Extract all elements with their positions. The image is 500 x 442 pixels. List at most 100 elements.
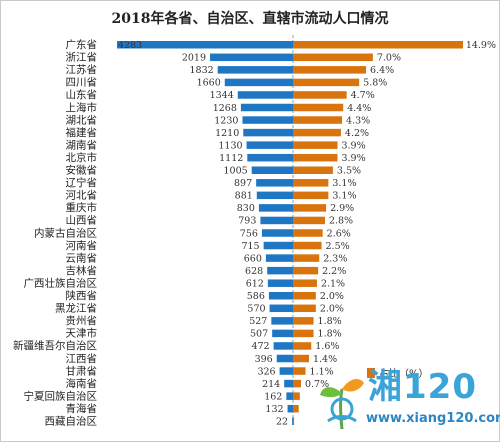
percent-label: 4.3% <box>346 115 370 126</box>
value-label: 756 <box>240 228 258 239</box>
category-label: 湖北省 <box>66 113 98 126</box>
chart-title: 2018年各省、自治区、直辖市流动人口情况 <box>112 10 389 27</box>
percent-label: 2.0% <box>320 291 344 302</box>
category-label: 江苏省 <box>66 63 98 76</box>
population-bar <box>286 392 293 400</box>
population-bar <box>117 41 293 49</box>
population-bar <box>276 354 293 363</box>
population-bar <box>240 103 293 112</box>
category-label: 贵州省 <box>66 314 98 327</box>
category-label: 山西省 <box>66 214 98 227</box>
population-bar <box>272 329 293 338</box>
value-label: 715 <box>241 241 259 252</box>
population-bar <box>269 304 293 313</box>
share-bar <box>293 392 300 400</box>
population-bar <box>265 254 293 262</box>
category-label: 河北省 <box>66 189 98 202</box>
sprout-logo-icon <box>320 379 364 430</box>
population-bar <box>210 53 293 62</box>
legend-label: 占比（%） <box>379 367 429 380</box>
value-label: 507 <box>250 329 268 340</box>
bars-group: 广东省 4283 14.9% 浙江省 2019 7.0% 江苏省 1832 6.4% 四川省 166… <box>13 35 496 428</box>
percent-label: 4.2% <box>345 128 369 139</box>
population-bar <box>246 141 293 149</box>
share-bar <box>293 229 323 237</box>
category-label: 浙江省 <box>66 51 98 64</box>
category-label: 上海市 <box>66 101 98 114</box>
share-bar <box>293 166 333 174</box>
value-label: 132 <box>265 404 283 415</box>
category-label: 河南省 <box>66 239 98 252</box>
share-bar <box>293 204 327 212</box>
share-bar <box>293 153 338 162</box>
value-label: 214 <box>262 379 280 390</box>
share-bar <box>293 91 347 99</box>
percent-label: 1.1% <box>310 366 334 377</box>
population-bar <box>217 66 293 74</box>
population-bar <box>243 128 293 137</box>
percent-label: 4.4% <box>347 103 371 114</box>
value-label: 612 <box>246 278 264 289</box>
percent-label: 0.7% <box>305 379 329 390</box>
population-bar <box>251 166 293 174</box>
share-bar <box>293 53 373 62</box>
value-label: 472 <box>251 341 269 352</box>
share-bar <box>293 329 314 338</box>
percent-label: 2.2% <box>322 266 346 277</box>
percent-label: 1.6% <box>315 341 339 352</box>
population-bar <box>279 367 293 375</box>
category-label: 内蒙古自治区 <box>34 226 97 239</box>
population-bar <box>268 292 293 300</box>
value-label: 1210 <box>215 128 239 139</box>
share-bar <box>293 179 329 187</box>
category-label: 西藏自治区 <box>45 415 98 428</box>
population-bar <box>271 317 293 325</box>
population-bar <box>260 216 293 225</box>
watermark: 湘120 www.xiang120.com <box>316 367 500 439</box>
percent-label: 1.8% <box>318 329 342 340</box>
share-bar <box>293 78 360 87</box>
category-label: 辽宁省 <box>66 176 98 189</box>
category-label: 安徽省 <box>66 164 98 177</box>
share-bar <box>293 116 343 124</box>
share-bar <box>293 66 367 74</box>
category-label: 天津市 <box>66 327 98 340</box>
share-bar <box>293 103 344 112</box>
share-bar <box>293 254 320 262</box>
percent-label: 3.1% <box>332 191 356 202</box>
percent-label: 5.8% <box>363 78 387 89</box>
category-label: 甘肃省 <box>66 364 98 377</box>
percent-label: 2.1% <box>321 278 345 289</box>
share-bar <box>293 367 306 375</box>
population-bar <box>267 266 293 275</box>
category-label: 陕西省 <box>66 289 98 302</box>
value-label: 1130 <box>218 140 242 151</box>
share-bar <box>293 141 338 149</box>
value-label: 897 <box>234 178 252 189</box>
value-label: 793 <box>238 216 256 227</box>
percent-label: 7.0% <box>377 53 401 64</box>
share-bar <box>293 342 312 350</box>
value-label: 1230 <box>214 115 238 126</box>
value-label: 1112 <box>219 153 243 164</box>
share-bar <box>293 41 463 49</box>
share-bar <box>293 379 301 388</box>
percent-label: 3.9% <box>341 153 365 164</box>
value-label: 1268 <box>213 103 237 114</box>
category-label: 江西省 <box>66 352 98 365</box>
share-bar <box>293 292 316 300</box>
population-bar <box>263 241 293 250</box>
value-label: 881 <box>235 191 253 202</box>
legend-swatch <box>367 368 375 378</box>
population-bar <box>258 204 293 212</box>
population-bar <box>256 179 293 187</box>
share-bar <box>293 404 299 413</box>
percent-label: 2.5% <box>326 241 350 252</box>
value-label: 1832 <box>190 65 214 76</box>
category-label: 云南省 <box>66 251 98 264</box>
percent-label: 2.9% <box>330 203 354 214</box>
population-bar <box>273 342 293 350</box>
value-label: 570 <box>247 304 265 315</box>
value-label: 527 <box>249 316 267 327</box>
percent-label: 2.6% <box>327 228 351 239</box>
